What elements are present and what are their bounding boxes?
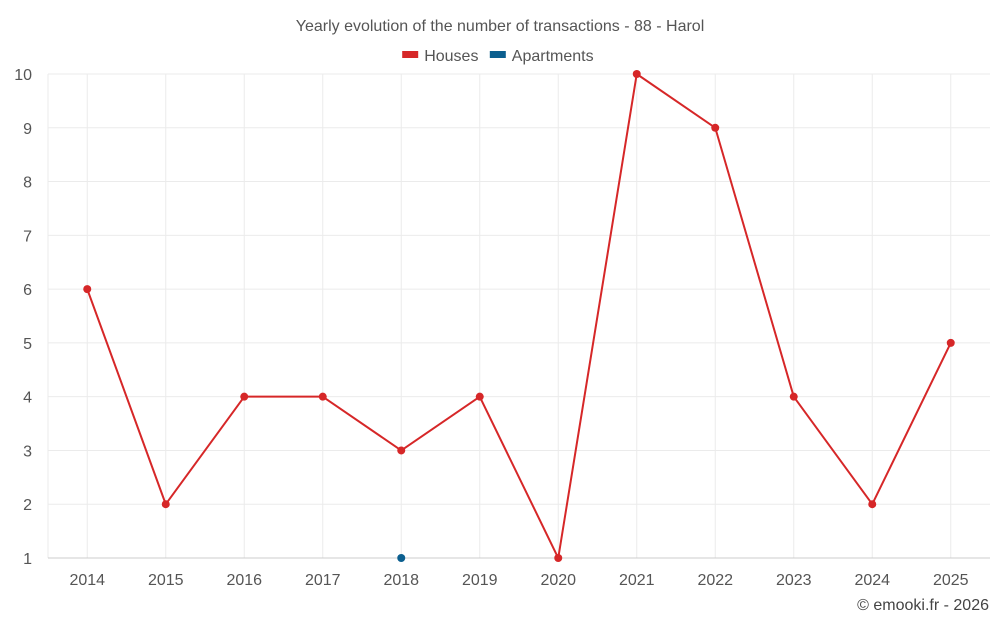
credit-text: © emooki.fr - 2026 (857, 597, 989, 614)
x-tick-label: 2024 (854, 572, 890, 589)
y-tick-label: 10 (14, 67, 32, 84)
x-tick-label: 2014 (69, 572, 105, 589)
data-point-houses-2017[interactable] (318, 392, 327, 401)
y-tick-label: 7 (23, 228, 32, 245)
legend-swatch (402, 51, 419, 58)
x-tick-label: 2015 (148, 572, 184, 589)
y-tick-label: 8 (23, 175, 32, 192)
data-point-houses-2014[interactable] (83, 285, 92, 294)
y-tick-label: 6 (23, 282, 32, 299)
x-tick-label: 2020 (540, 572, 576, 589)
x-tick-label: 2019 (462, 572, 498, 589)
axes: 1 2 3 4 5 6 7 8 9 10 2014 2015 2016 2017 2018 2019 2020 2… (14, 67, 990, 589)
data-point-houses-2019[interactable] (475, 392, 484, 401)
y-tick-label: 2 (23, 497, 32, 514)
data-point-houses-2023[interactable] (789, 392, 798, 401)
legend-item-houses[interactable]: Houses (402, 48, 478, 65)
x-tick-label: 2022 (697, 572, 733, 589)
x-tick-label: 2023 (776, 572, 812, 589)
legend-item-apartments[interactable]: Apartments (489, 48, 594, 65)
series-line-houses (86, 73, 952, 559)
legend-label: Houses (424, 48, 478, 65)
x-tick-label: 2018 (383, 572, 419, 589)
data-point-apartments-2018[interactable] (397, 554, 406, 562)
data-point-houses-2022[interactable] (711, 123, 720, 132)
x-tick-label: 2016 (226, 572, 262, 589)
y-tick-label: 3 (23, 443, 32, 460)
legend-swatch (489, 51, 506, 58)
x-tick-label: 2021 (619, 572, 655, 589)
data-point-houses-2024[interactable] (868, 500, 877, 509)
data-point-houses-2025[interactable] (946, 338, 955, 347)
data-point-houses-2021[interactable] (632, 70, 641, 78)
grid (47, 73, 990, 558)
series (83, 70, 955, 562)
y-tick-label: 9 (23, 121, 32, 138)
y-tick-label: 1 (23, 551, 32, 568)
data-point-houses-2016[interactable] (240, 392, 249, 401)
legend: Houses Apartments (402, 48, 594, 65)
data-point-houses-2018[interactable] (397, 446, 406, 455)
x-tick-label: 2017 (305, 572, 341, 589)
legend-label: Apartments (512, 48, 594, 65)
y-tick-label: 5 (23, 336, 32, 353)
y-tick-label: 4 (23, 390, 32, 407)
data-point-houses-2015[interactable] (161, 500, 170, 509)
data-point-houses-2020[interactable] (554, 554, 563, 562)
x-tick-label: 2025 (933, 572, 969, 589)
chart-title: Yearly evolution of the number of transa… (296, 18, 705, 35)
